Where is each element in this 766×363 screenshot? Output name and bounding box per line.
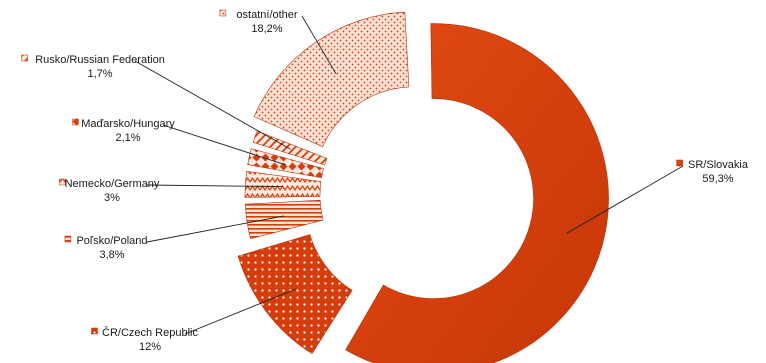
legend-key-1 xyxy=(676,159,683,167)
value-label: 12% xyxy=(139,341,161,353)
legend-key-5 xyxy=(72,118,79,126)
data-label-1: SR/Slovakia 59,3% xyxy=(676,159,749,185)
category-label: ostatní/other xyxy=(236,9,297,21)
slice-4 xyxy=(244,170,322,198)
leader-line-1 xyxy=(566,165,684,234)
value-label: 18,2% xyxy=(251,23,282,35)
leader-line-5 xyxy=(162,124,286,166)
data-label-7: ostatní/other 18,2% xyxy=(219,9,298,35)
category-label: Poľsko/Poland xyxy=(76,235,147,247)
category-label: Nemecko/Germany xyxy=(65,178,160,190)
category-label: ČR/Czech Republic xyxy=(102,326,198,339)
leader-line-4 xyxy=(146,184,283,188)
legend-key-6 xyxy=(21,54,28,62)
value-label: 3,8% xyxy=(99,249,124,261)
leader-line-3 xyxy=(146,215,285,243)
slice-7 xyxy=(253,11,410,148)
slice-6 xyxy=(252,130,328,166)
leader-line-6 xyxy=(134,60,291,150)
slice-3 xyxy=(244,199,324,240)
leader-lines xyxy=(134,15,684,335)
slice-1 xyxy=(345,23,609,363)
value-label: 2,1% xyxy=(115,132,140,144)
data-label-5: Maďarsko/Hungary 2,1% xyxy=(72,118,175,144)
leader-line-7 xyxy=(301,15,337,75)
slices-layer xyxy=(237,11,609,363)
value-label: 1,7% xyxy=(87,68,112,80)
data-label-3: Poľsko/Poland 3,8% xyxy=(64,235,148,261)
legend-key-2 xyxy=(91,327,98,335)
category-label: SR/Slovakia xyxy=(688,159,749,171)
legend-key-7 xyxy=(219,9,227,17)
leader-line-2 xyxy=(184,288,297,335)
value-label: 59,3% xyxy=(702,173,733,185)
category-label: Maďarsko/Hungary xyxy=(81,118,175,130)
value-label: 3% xyxy=(104,192,120,204)
legend-key-3 xyxy=(64,235,72,243)
data-label-6: Rusko/Russian Federation 1,7% xyxy=(21,54,165,80)
slice-5 xyxy=(247,148,324,179)
data-label-4: Nemecko/Germany 3% xyxy=(59,178,160,204)
category-label: Rusko/Russian Federation xyxy=(35,54,165,66)
data-labels: SR/Slovakia 59,3% ČR/Czech Republic 12% Poľs… xyxy=(21,9,749,353)
legend-key-4 xyxy=(59,178,66,186)
data-label-2: ČR/Czech Republic 12% xyxy=(91,326,198,353)
slice-2 xyxy=(237,234,353,355)
